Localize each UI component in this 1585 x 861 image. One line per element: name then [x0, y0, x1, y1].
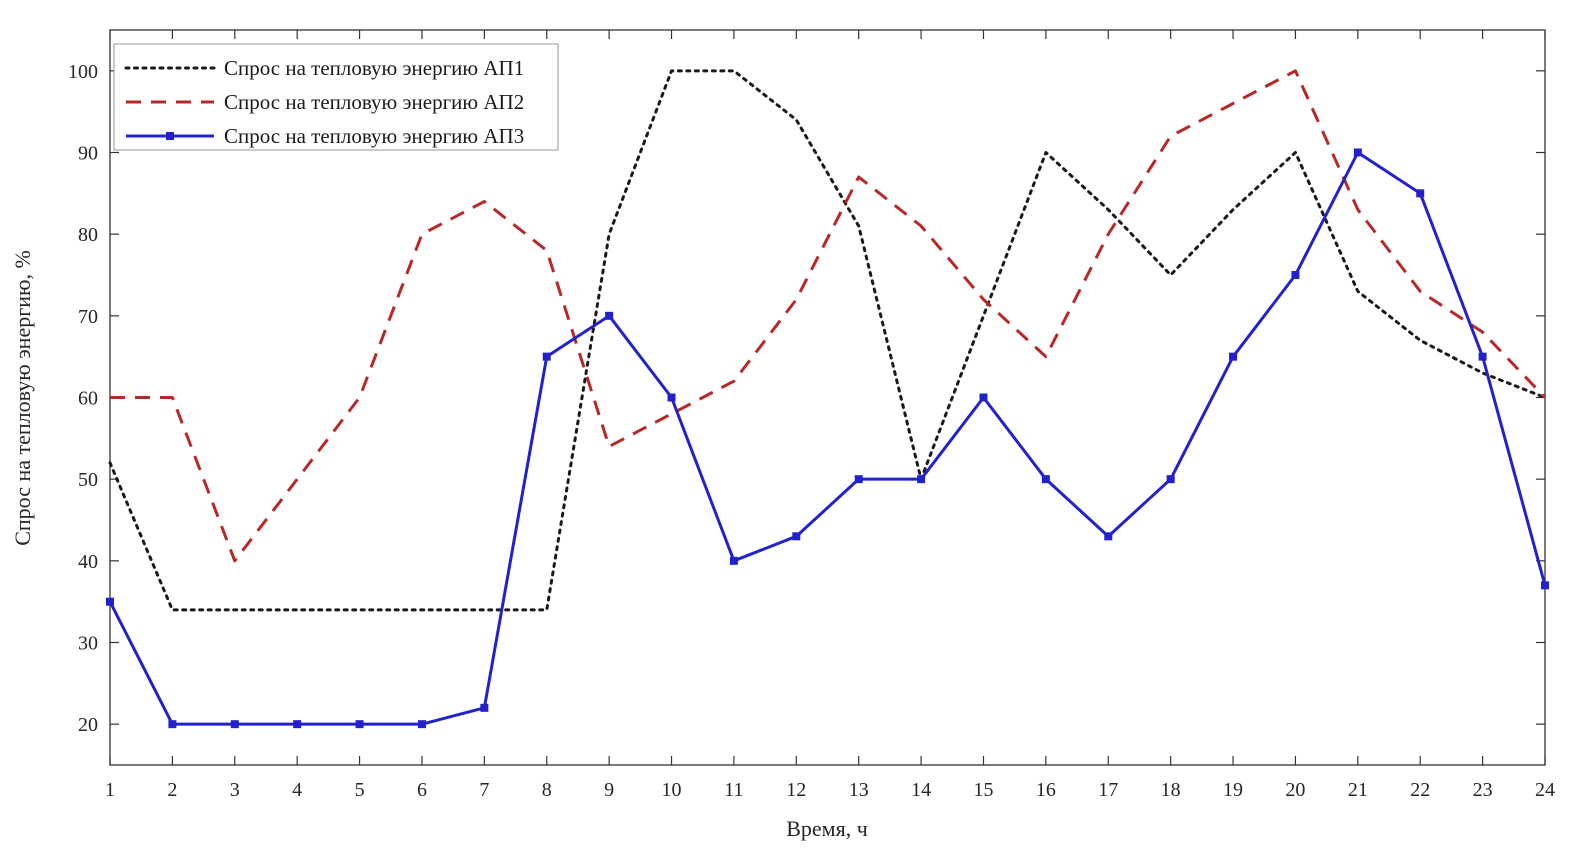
series-3-marker	[917, 475, 926, 484]
series-3-marker	[230, 720, 239, 729]
series-3-marker	[1416, 189, 1425, 198]
series-3-marker	[106, 597, 114, 606]
series-3-marker	[1104, 532, 1113, 541]
x-tick-label: 23	[1473, 779, 1493, 801]
series-line-3	[108, 151, 1547, 726]
x-tick-label: 18	[1161, 779, 1181, 801]
series-3-marker	[1166, 475, 1175, 484]
x-tick-label: 21	[1348, 779, 1368, 801]
series-3-marker	[979, 393, 988, 402]
legend-item-label-2: Спрос на тепловую энергию АП2	[224, 90, 524, 114]
x-tick-label: 2	[167, 779, 177, 801]
series-3-marker	[792, 532, 801, 541]
series-line-2	[110, 69, 1547, 563]
y-tick-label: 80	[78, 224, 98, 246]
series-3-marker	[667, 393, 676, 402]
series-3-marker	[417, 720, 426, 729]
x-tick-label: 16	[1036, 779, 1056, 801]
legend-item-label-1: Спрос на тепловую энергию АП1	[224, 56, 524, 80]
series-3-marker	[355, 720, 364, 729]
y-tick-label: 50	[78, 469, 98, 491]
series-3-marker	[293, 720, 302, 729]
x-axis-label: Время, ч	[786, 816, 868, 841]
series-3-marker	[605, 311, 614, 320]
y-axis-label: Спрос на тепловую энергию, %	[10, 250, 35, 546]
y-tick-label: 100	[68, 61, 98, 83]
x-tick-label: 6	[417, 779, 427, 801]
x-tick-label: 3	[230, 779, 240, 801]
x-tick-label: 12	[786, 779, 806, 801]
x-tick-label: 10	[662, 779, 682, 801]
series-3-marker	[168, 720, 177, 729]
x-tick-label: 20	[1285, 779, 1305, 801]
series-3-marker	[1541, 581, 1549, 590]
legend-box	[113, 43, 559, 151]
y-tick-label: 30	[78, 633, 98, 655]
y-tick-label: 90	[78, 143, 98, 165]
y-tick-label: 60	[78, 388, 98, 410]
series-3-marker	[1291, 271, 1300, 279]
series-3-marker	[1229, 352, 1238, 361]
x-tick-label: 11	[724, 779, 743, 801]
y-tick-label: 70	[78, 306, 98, 328]
x-tick-label: 7	[479, 779, 489, 801]
x-tick-label: 24	[1535, 779, 1555, 801]
y-tick-label: 40	[78, 551, 98, 573]
series-3-marker	[1478, 352, 1487, 361]
series-line-1	[108, 69, 1547, 612]
series-3-marker	[1353, 148, 1362, 157]
x-tick-label: 19	[1223, 779, 1243, 801]
x-tick-label: 1	[105, 779, 115, 801]
x-tick-label: 13	[849, 779, 869, 801]
legend-marker-sample-3	[166, 132, 174, 140]
x-tick-label: 17	[1098, 779, 1118, 801]
y-tick-label: 20	[78, 714, 98, 736]
series-3-marker	[480, 703, 489, 712]
x-tick-label: 4	[292, 779, 302, 801]
x-tick-label: 14	[911, 779, 931, 801]
x-tick-label: 8	[542, 779, 552, 801]
x-tick-label: 22	[1410, 779, 1430, 801]
x-tick-label: 9	[604, 779, 614, 801]
legend-item-label-3: Спрос на тепловую энергию АП3	[224, 124, 524, 148]
series-3-marker	[854, 475, 863, 484]
x-tick-label: 5	[355, 779, 365, 801]
series-3-marker	[729, 556, 738, 565]
x-tick-label: 15	[973, 779, 993, 801]
series-3-marker	[542, 352, 551, 361]
series-3-marker	[1041, 475, 1050, 484]
